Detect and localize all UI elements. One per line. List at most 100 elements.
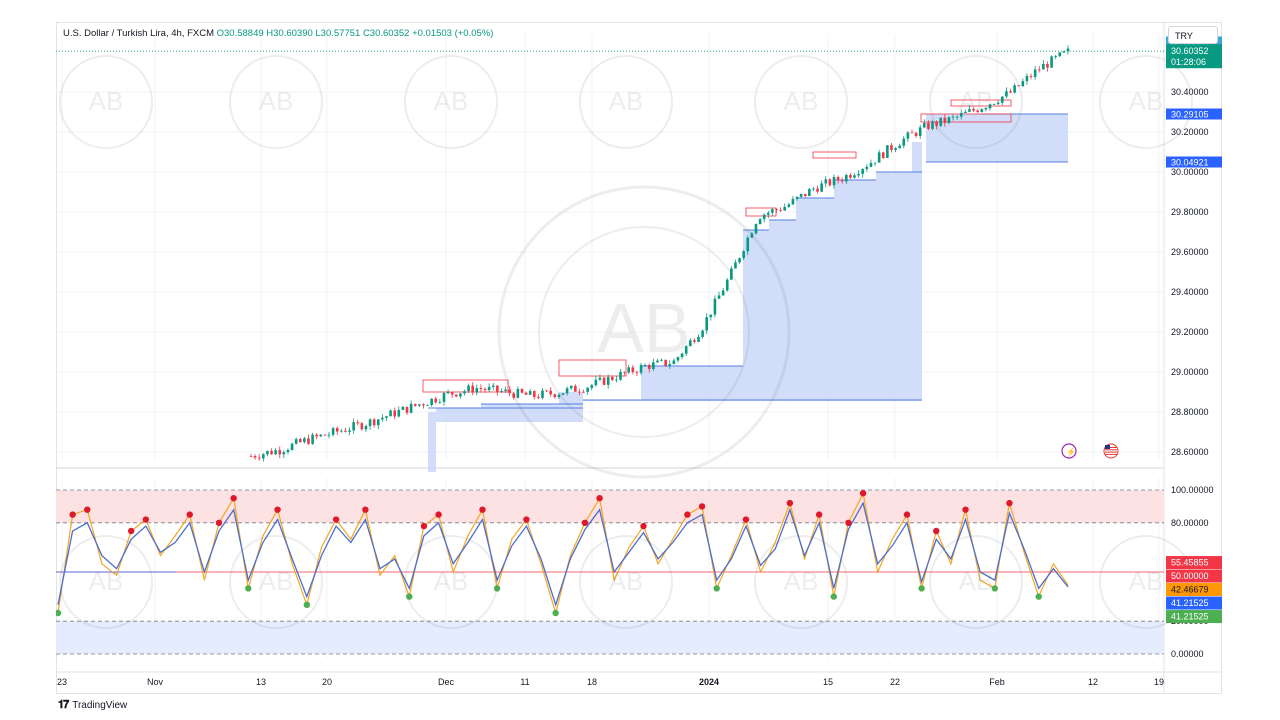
candle-body xyxy=(487,386,491,391)
candle-body xyxy=(409,403,413,413)
candle-body xyxy=(836,177,840,181)
y-tick-label: 29.60000 xyxy=(1171,247,1209,257)
candle-body xyxy=(693,340,696,342)
osc-orange-label: 42.46679 xyxy=(1171,585,1209,595)
watermark-text: AB xyxy=(784,566,819,596)
candle-body xyxy=(680,353,684,358)
candle-body xyxy=(840,180,844,182)
osc-sell-dot xyxy=(1006,499,1013,507)
candle-body xyxy=(459,393,462,397)
candle-body xyxy=(738,258,741,263)
watermark-seal xyxy=(579,535,673,629)
resistance-box xyxy=(745,207,777,217)
current-price-label-bg xyxy=(1166,44,1222,69)
osc-sell-dot xyxy=(845,519,852,526)
support-zone xyxy=(834,180,876,230)
candle-body xyxy=(253,456,257,458)
candle-body xyxy=(610,376,614,380)
osc-buy-dot xyxy=(991,585,999,592)
candle-body xyxy=(750,233,754,238)
watermark-text: AB xyxy=(434,566,469,596)
symbol-title[interactable]: U.S. Dollar / Turkish Lira, 4h, FXCM xyxy=(63,28,214,39)
candle-body xyxy=(315,434,318,437)
chart-svg[interactable]: 23 Nov 13 20 Dec 11 18 2024 15 22 Feb 12 1930.400003… xyxy=(54,22,1222,694)
candle-body xyxy=(947,117,951,123)
candle-body xyxy=(968,109,971,112)
candle-body xyxy=(877,152,881,163)
watermark-seal xyxy=(579,55,673,149)
candle-body xyxy=(582,391,585,393)
candle-body xyxy=(754,224,758,234)
osc-buy-dot xyxy=(54,609,62,617)
candle-body xyxy=(446,391,450,394)
tradingview-logo-icon[interactable]: 𝟏𝟕 xyxy=(58,699,69,711)
y-tick-label: 29.80000 xyxy=(1171,207,1209,217)
x-tick-label: 2024 xyxy=(699,677,719,687)
footer-brand[interactable]: TradingView xyxy=(72,700,128,711)
candle-body xyxy=(697,336,700,342)
support-zone xyxy=(743,230,922,400)
candle-body xyxy=(376,419,380,426)
candle-body xyxy=(668,364,672,366)
candle-body xyxy=(561,393,565,395)
candle-body xyxy=(413,403,417,406)
candle-body xyxy=(606,376,610,385)
flash-event-icon xyxy=(1061,443,1077,459)
osc-sell-dot xyxy=(332,516,340,523)
x-tick-label: 18 xyxy=(587,677,597,687)
candle-body xyxy=(619,371,622,380)
osc-buy-dot xyxy=(713,585,720,592)
candle-body xyxy=(389,410,392,417)
academy-watermark: AB AB AB AB AB AB AB AB AB AB AB AB AB AB AB xyxy=(59,55,1193,629)
resistance-box xyxy=(812,151,857,159)
x-tick-label: 23 xyxy=(57,677,67,687)
level-1-label-bg xyxy=(1166,108,1222,120)
candle-body xyxy=(422,404,425,406)
osc-sell-dot xyxy=(84,506,91,513)
x-tick-label: 13 xyxy=(256,677,266,687)
candle-body xyxy=(881,152,885,158)
candle-body xyxy=(898,145,901,149)
candle-body xyxy=(467,385,470,392)
candle-body xyxy=(257,457,261,459)
candle-body xyxy=(479,388,483,390)
candle-body xyxy=(984,108,988,110)
candle-body xyxy=(541,390,544,398)
candle-body xyxy=(602,377,606,385)
candle-body xyxy=(393,410,396,417)
flag-canton xyxy=(1105,445,1110,449)
candle-body xyxy=(504,389,507,392)
candle-body xyxy=(471,385,474,393)
candle-body xyxy=(725,279,729,291)
candle-body xyxy=(910,132,914,134)
candle-body xyxy=(820,183,823,192)
osc-green-label-bg xyxy=(1166,610,1222,624)
candle-body xyxy=(730,268,733,280)
candle-body xyxy=(512,393,516,398)
bar-countdown-label: 01:28:06 xyxy=(1171,57,1206,67)
osc-sell-dot xyxy=(420,522,428,530)
osc-sell-dot xyxy=(479,506,486,513)
candle-body xyxy=(639,365,643,373)
osc-sell-dot xyxy=(962,506,969,513)
candle-body xyxy=(298,439,302,443)
osc-sell-dot xyxy=(581,519,589,526)
currency-selector[interactable]: TRY xyxy=(1168,26,1218,44)
y-tick-label: 28.80000 xyxy=(1171,407,1209,417)
watermark-text: AB xyxy=(259,566,294,596)
candle-body xyxy=(348,430,351,432)
x-tick-label: 12 xyxy=(1088,677,1098,687)
candle-body xyxy=(532,391,536,397)
watermark-seal xyxy=(59,535,153,629)
candle-body xyxy=(1037,69,1041,71)
candle-body xyxy=(902,138,906,146)
candle-body xyxy=(771,209,774,213)
osc-sell-dot xyxy=(215,519,223,526)
osc-sell-dot xyxy=(596,495,603,502)
watermark-seal xyxy=(229,535,323,629)
candle-body xyxy=(1009,91,1012,93)
candle-body xyxy=(787,204,791,207)
candle-body xyxy=(578,391,581,393)
candle-body xyxy=(290,443,294,450)
candle-body xyxy=(713,298,717,315)
